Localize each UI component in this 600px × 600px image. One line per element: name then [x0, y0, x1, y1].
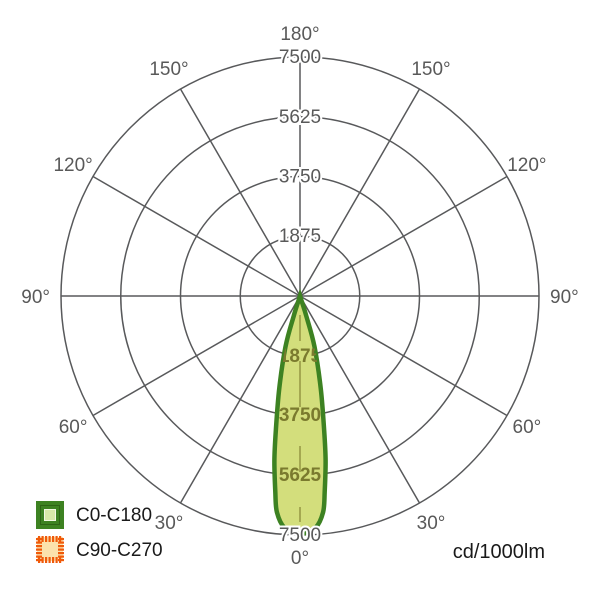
svg-text:C90-C270: C90-C270 [76, 540, 163, 561]
svg-text:60°: 60° [513, 417, 542, 438]
svg-text:3750: 3750 [279, 167, 321, 188]
svg-text:120°: 120° [507, 155, 546, 176]
svg-text:C0-C180: C0-C180 [76, 505, 152, 526]
svg-text:150°: 150° [149, 59, 188, 80]
svg-text:5625: 5625 [279, 465, 322, 486]
svg-text:30°: 30° [417, 513, 446, 534]
svg-text:3750: 3750 [279, 405, 321, 426]
svg-text:7500: 7500 [279, 525, 321, 546]
svg-text:30°: 30° [155, 513, 184, 534]
svg-text:7500: 7500 [279, 47, 321, 68]
svg-text:5625: 5625 [279, 107, 321, 128]
svg-text:150°: 150° [411, 59, 450, 80]
svg-text:0°: 0° [291, 548, 309, 569]
svg-text:180°: 180° [280, 24, 319, 45]
svg-text:90°: 90° [550, 287, 579, 308]
svg-text:60°: 60° [59, 417, 88, 438]
svg-text:cd/1000lm: cd/1000lm [453, 541, 545, 563]
svg-text:120°: 120° [53, 155, 92, 176]
svg-text:1875: 1875 [279, 226, 321, 247]
svg-text:90°: 90° [21, 287, 50, 308]
